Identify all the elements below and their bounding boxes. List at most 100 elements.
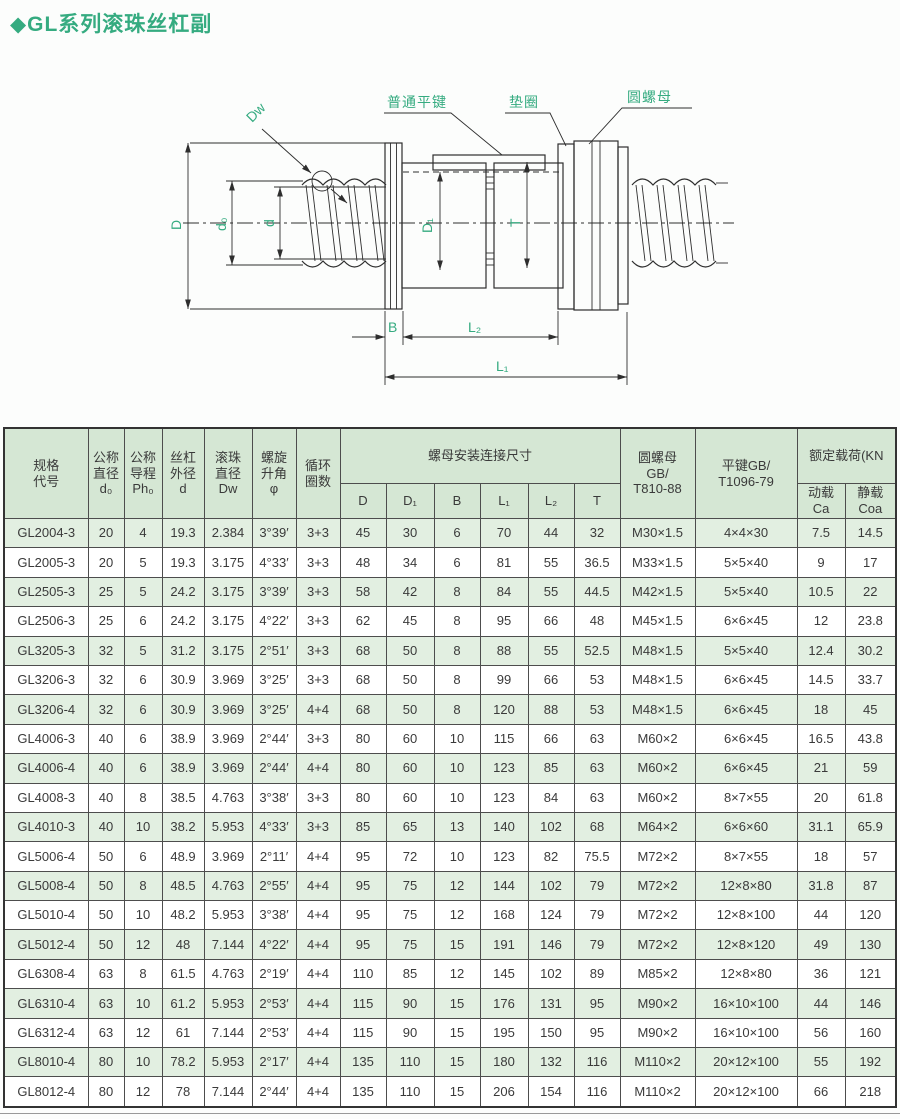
page-title: ◆GL系列滚珠丝杠副 [10, 13, 213, 36]
table-cell: 63 [573, 723, 621, 755]
table-cell: 110 [339, 958, 387, 990]
table-cell: 3.969 [203, 694, 253, 725]
table-cell: 25 [87, 606, 125, 637]
table-cell: M110×2 [619, 1047, 696, 1078]
table-cell: 12 [433, 900, 481, 931]
table-cell: 2°51′ [251, 635, 297, 666]
table-cell: 6 [123, 606, 163, 637]
table-cell: 5 [123, 576, 163, 608]
table-row: GL5006-4 50 6 48.9 3.969 2°11′ 4+4 95 72 10 123 82 7… [3, 841, 897, 872]
table-cell: 3.969 [203, 664, 253, 696]
table-cell: 3°38′ [251, 900, 297, 931]
table-cell: M72×2 [619, 870, 696, 902]
table-cell: 63 [87, 988, 125, 1019]
callout-round-nut: 圆螺母 [588, 89, 692, 145]
table-cell: 87 [844, 870, 897, 902]
table-cell: GL2004-3 [3, 517, 89, 549]
table-cell: 4+4 [295, 988, 341, 1019]
table-cell: 21 [796, 753, 846, 784]
table-cell: 116 [573, 1076, 621, 1108]
table-cell: 3+3 [295, 664, 341, 696]
table-cell: M60×2 [619, 723, 696, 755]
bottom-rule [0, 1113, 900, 1114]
table-cell: 22 [844, 576, 897, 608]
table-cell: 48.9 [161, 841, 205, 872]
table-cell: 6 [123, 723, 163, 755]
table-cell: 48 [339, 547, 387, 578]
table-cell: 68 [339, 694, 387, 725]
table-cell: 3+3 [295, 517, 341, 549]
table-cell: GL4006-4 [3, 753, 89, 784]
table-cell: 7.144 [203, 1017, 253, 1049]
table-row: GL3205-3 32 5 31.2 3.175 2°51′ 3+3 68 50 8 88 55 52.… [3, 635, 897, 666]
table-cell: 131 [527, 988, 575, 1019]
table-cell: 10 [433, 753, 481, 784]
table-cell: 68 [339, 664, 387, 696]
table-cell: 40 [87, 753, 125, 784]
table-cell: 12 [123, 929, 163, 960]
table-cell: GL2505-3 [3, 576, 89, 608]
table-cell: 19.3 [161, 517, 205, 549]
table-cell: 84 [479, 576, 529, 608]
table-cell: M72×2 [619, 900, 696, 931]
table-cell: 80 [87, 1076, 125, 1108]
table-cell: 9 [796, 547, 846, 578]
table-cell: GL5012-4 [3, 929, 89, 960]
table-cell: 31.1 [796, 811, 846, 843]
table-cell: 95 [573, 1017, 621, 1049]
table-cell: GL3206-4 [3, 694, 89, 725]
table-cell: 85 [527, 753, 575, 784]
table-row: GL8010-4 80 10 78.2 5.953 2°17′ 4+4 135 110 15 180… [3, 1047, 897, 1078]
table-cell: 3.969 [203, 723, 253, 755]
table-cell: 53 [573, 694, 621, 725]
table-cell: 12 [796, 606, 846, 637]
table-cell: 4+4 [295, 753, 341, 784]
table-cell: 3.175 [203, 606, 253, 637]
table-cell: 154 [527, 1076, 575, 1108]
table-cell: 81 [479, 547, 529, 578]
col-header-dw: 滚珠 直径 Dw [203, 427, 253, 519]
table-cell: M48×1.5 [619, 664, 696, 696]
table-cell: 8 [433, 606, 481, 637]
table-cell: 135 [339, 1076, 387, 1108]
table-row: GL8012-4 80 12 78 7.144 2°44′ 4+4 135 110 15 206 15… [3, 1076, 897, 1108]
table-cell: 60 [385, 753, 435, 784]
dim-B-L2-L1: B L₂ L₁ [352, 311, 628, 385]
table-cell: 95 [339, 929, 387, 960]
table-cell: M33×1.5 [619, 547, 696, 578]
table-cell: 123 [479, 753, 529, 784]
table-cell: 44.5 [573, 576, 621, 608]
table-cell: 32 [87, 664, 125, 696]
table-cell: 8×7×55 [694, 782, 798, 813]
table-cell: 50 [385, 664, 435, 696]
table-cell: 7.144 [203, 1076, 253, 1108]
table-cell: 130 [844, 929, 897, 960]
table-cell: 68 [573, 811, 621, 843]
table-cell: 10 [433, 723, 481, 755]
table-cell: 45 [385, 606, 435, 637]
dim-L1-label: L₁ [496, 358, 509, 374]
spec-table-body: GL2004-3 20 4 19.3 2.384 3°39′ 3+3 45 30 6 70 44 32 M… [3, 517, 897, 1108]
table-cell: 5.953 [203, 900, 253, 931]
table-cell: 12 [433, 870, 481, 902]
ballscrew-diagram: D d₀ d Dw D₁ T 普通平键 垫圈 圆螺母 [168, 89, 734, 385]
table-cell: 43.8 [844, 723, 897, 755]
table-cell: 45 [339, 517, 387, 549]
table-cell: 6×6×45 [694, 723, 798, 755]
table-cell: 12.4 [796, 635, 846, 666]
col-group-mount: 螺母安装连接尺寸 [339, 427, 621, 484]
table-cell: M72×2 [619, 841, 696, 872]
table-cell: 5.953 [203, 811, 253, 843]
table-cell: 195 [479, 1017, 529, 1049]
table-cell: 32 [573, 517, 621, 549]
table-cell: 2°44′ [251, 753, 297, 784]
table-cell: 79 [573, 929, 621, 960]
table-cell: 10 [433, 841, 481, 872]
dim-D1: D₁ [419, 172, 443, 270]
table-cell: 20 [796, 782, 846, 813]
table-cell: 31.8 [796, 870, 846, 902]
table-cell: 191 [479, 929, 529, 960]
table-cell: GL6308-4 [3, 958, 89, 990]
table-cell: 38.9 [161, 753, 205, 784]
table-cell: 12×8×80 [694, 958, 798, 990]
